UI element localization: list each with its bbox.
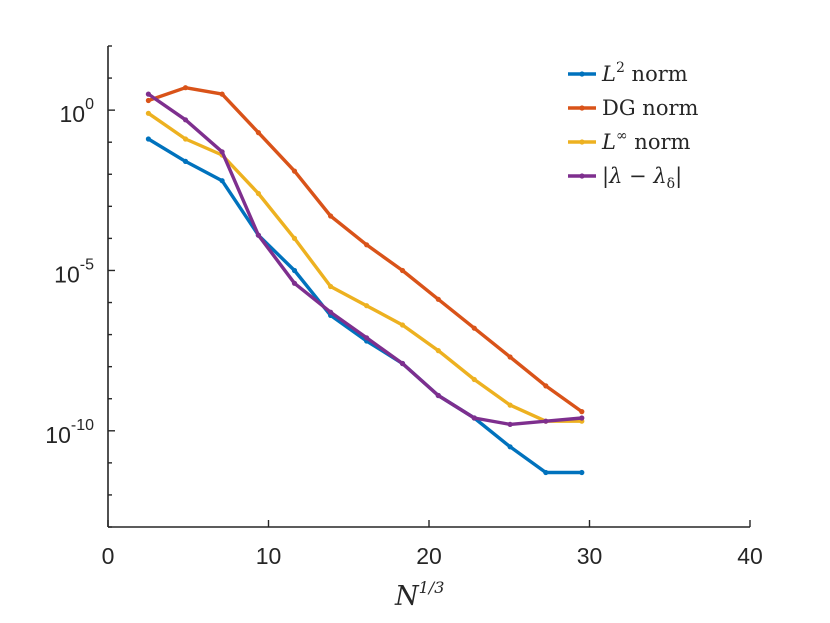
y-tick-label-exp: -10 [71,417,94,434]
legend-marker [579,139,585,145]
y-tick-label-base: 10 [54,261,80,287]
x-tick-label: 0 [102,543,115,569]
series-lines [145,85,585,476]
x-axis-label-base: N [394,581,420,612]
axes [107,45,751,528]
y-tick-label-exp: 0 [85,96,94,113]
series-3 [145,91,585,427]
data-point [328,213,334,219]
legend: L2 norm DG norm L∞ norm |λ − λδ| [568,60,698,192]
data-point [145,136,151,142]
legend-entry: DG norm [568,96,698,120]
data-point [291,280,298,286]
data-point [471,325,477,331]
data-point [435,296,441,302]
data-point [291,168,298,174]
data-point [507,402,513,408]
data-point [364,242,370,248]
legend-marker [579,105,585,111]
data-point [219,178,225,184]
data-point [219,149,225,155]
data-point [255,130,261,136]
data-point [435,392,441,399]
data-point [182,117,189,123]
legend-entry: L∞ norm [568,128,691,154]
data-point [219,91,225,97]
data-point [507,354,513,360]
data-point [328,283,334,290]
data-point [364,335,370,341]
data-point [543,469,549,476]
data-point [579,415,585,421]
data-point [471,415,477,421]
data-point [145,91,151,97]
data-point [145,97,151,104]
legend-marker [579,71,585,77]
x-tick-label: 20 [416,543,442,569]
legend-marker [579,173,585,179]
data-point [543,383,549,389]
y-tick-label: 10-10 [45,417,94,448]
x-axis-label: N1/3 [394,578,444,612]
x-tick-label: 40 [737,543,763,569]
data-point [328,309,334,315]
data-point [579,409,585,415]
series-2 [145,110,585,424]
data-point [507,421,513,427]
legend-entry: L2 norm [568,60,688,86]
legend-label: L2 norm [601,60,688,86]
y-tick-label-base: 10 [60,101,86,127]
y-tick-label: 100 [60,96,95,127]
legend-entry: |λ − λδ| [568,164,682,192]
y-tick-label-exp: -5 [80,256,94,273]
data-point [579,469,585,476]
data-point [182,136,189,142]
data-point [471,376,477,383]
data-point [364,303,370,309]
data-point [255,232,261,238]
data-point [291,267,298,274]
series-line [147,111,582,423]
data-point [507,444,513,450]
legend-label: L∞ norm [601,128,691,154]
series-line [147,85,583,413]
data-point [255,190,261,197]
x-axis-label-exp: 1/3 [419,578,445,597]
data-point [399,322,406,328]
data-point [399,267,406,274]
x-tick-label: 10 [256,543,282,569]
data-point [543,418,549,424]
data-point [435,348,441,354]
data-point [182,158,189,164]
legend-label: |λ − λδ| [602,164,682,192]
x-tick-label: 30 [577,543,603,569]
y-tick-label: 10-5 [54,256,94,287]
legend-label: DG norm [602,96,698,120]
data-point [145,110,151,116]
y-tick-label-base: 10 [45,422,71,448]
series-1 [145,85,585,415]
data-point [182,85,189,91]
series-line [147,92,582,427]
data-point [399,360,406,367]
data-point [291,235,298,241]
